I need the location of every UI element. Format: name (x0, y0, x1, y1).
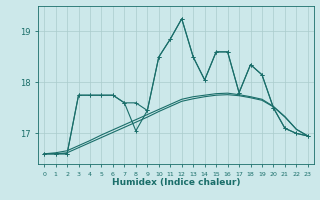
X-axis label: Humidex (Indice chaleur): Humidex (Indice chaleur) (112, 178, 240, 187)
